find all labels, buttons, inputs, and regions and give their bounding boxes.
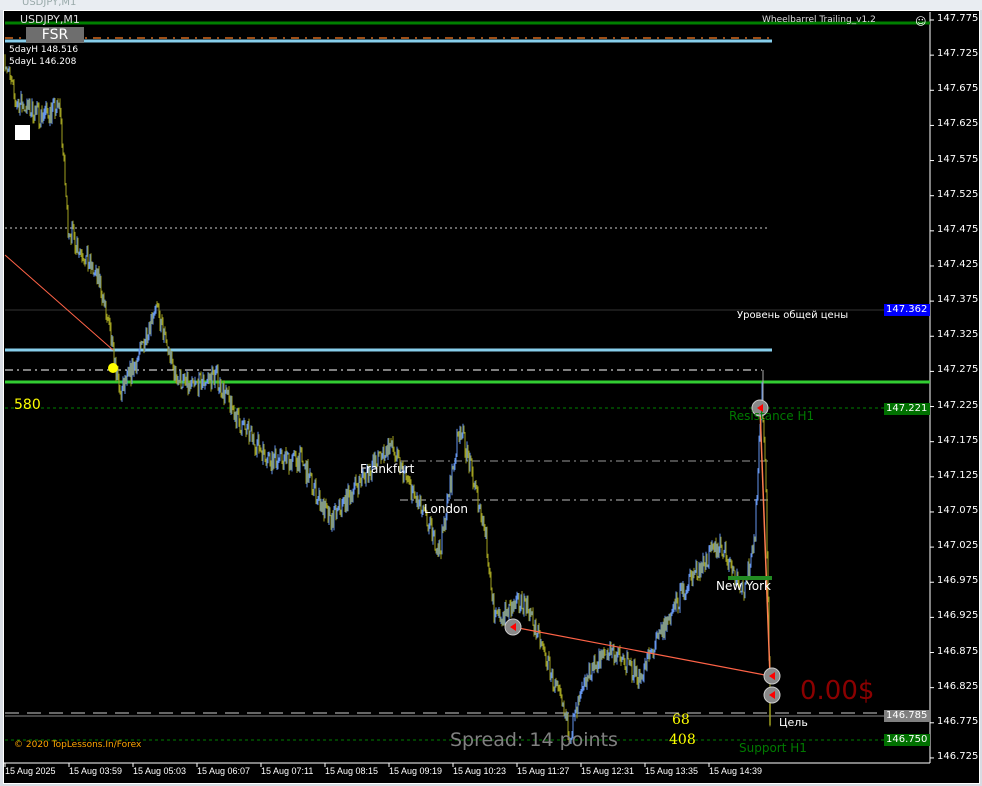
price-tag: 146.785 [884, 709, 930, 722]
price-tick: 147.625 [937, 118, 979, 130]
session-london: London [424, 502, 468, 516]
price-tick: 147.525 [937, 188, 979, 200]
count-408: 408 [669, 732, 696, 748]
title-text: USDJPY,M1 [22, 0, 77, 8]
time-tick: 15 Aug 06:07 [197, 766, 251, 776]
day-low: 5dayL 146.208 [9, 57, 77, 67]
trade-line [759, 407, 771, 677]
day-high: 5dayH 148.516 [9, 45, 79, 55]
resistance-label: Resistance H1 [729, 409, 815, 423]
profit-label: 0.00$ [800, 676, 875, 706]
count-580: 580 [14, 397, 41, 413]
price-tick: 147.675 [937, 83, 979, 95]
level-label: Уровень общей цены [737, 310, 849, 321]
time-tick: 15 Aug 08:15 [325, 766, 379, 776]
spread-label: Spread: 14 points [450, 729, 618, 751]
price-tick: 147.025 [937, 540, 979, 552]
price-tick: 147.225 [937, 399, 979, 411]
price-tag: 146.750 [884, 734, 930, 747]
white-square-button[interactable] [15, 125, 30, 140]
price-tick: 147.775 [937, 13, 979, 24]
support-label: Support H1 [739, 741, 807, 755]
time-tick: 15 Aug 07:11 [261, 766, 314, 776]
price-tick: 147.475 [937, 223, 979, 235]
price-tick: 147.325 [937, 329, 979, 341]
count-68: 68 [672, 712, 690, 728]
price-tag: 147.221 [884, 403, 930, 416]
session-new-york: New York [716, 579, 771, 593]
chart-frame[interactable] [3, 10, 980, 784]
price-tick: 147.075 [937, 504, 979, 516]
price-tag: 147.362 [884, 304, 930, 317]
price-tick: 146.825 [937, 680, 979, 692]
indicator-name: Wheelbarrel Trailing_v1.2 [762, 15, 876, 25]
time-tick: 15 Aug 2025 [5, 766, 56, 776]
time-tick: 15 Aug 09:19 [389, 766, 443, 776]
arrow-icon [757, 404, 763, 412]
time-tick: 15 Aug 14:39 [709, 766, 763, 776]
smiley-icon: ☺ [915, 15, 927, 28]
price-tick: 147.125 [937, 469, 979, 481]
price-tick: 146.975 [937, 575, 979, 587]
price-tick: 146.925 [937, 610, 979, 622]
price-tick: 147.575 [937, 153, 979, 165]
fsr-button[interactable]: FSR [26, 27, 84, 43]
session-frankfurt: Frankfurt [360, 462, 415, 476]
trend-line-lower [512, 626, 771, 677]
time-tick: 15 Aug 11:27 [517, 766, 570, 776]
yellow-dot [108, 363, 118, 373]
price-tick: 147.175 [937, 434, 979, 446]
chart-symbol: USDJPY,M1 [20, 13, 80, 26]
price-tick: 146.725 [937, 750, 979, 762]
arrow-icon [510, 623, 516, 631]
price-tick: 147.425 [937, 258, 979, 270]
price-tick: 146.775 [937, 715, 979, 727]
arrow-icon [769, 672, 775, 680]
time-tick: 15 Aug 03:59 [69, 766, 123, 776]
price-tick: 146.875 [937, 645, 979, 657]
time-tick: 15 Aug 05:03 [133, 766, 187, 776]
time-tick: 15 Aug 12:31 [581, 766, 635, 776]
copyright: © 2020 TopLessons.In/Forex [14, 740, 142, 750]
trend-line-red [4, 254, 114, 351]
target-label: Цель [779, 716, 808, 729]
window-title: USDJPY,M1 [0, 0, 982, 10]
arrow-icon [769, 691, 775, 699]
time-tick: 15 Aug 10:23 [453, 766, 507, 776]
price-tick: 147.275 [937, 364, 979, 376]
time-tick: 15 Aug 13:35 [645, 766, 699, 776]
price-tick: 147.725 [937, 48, 979, 60]
price-tick: 147.375 [937, 294, 979, 306]
